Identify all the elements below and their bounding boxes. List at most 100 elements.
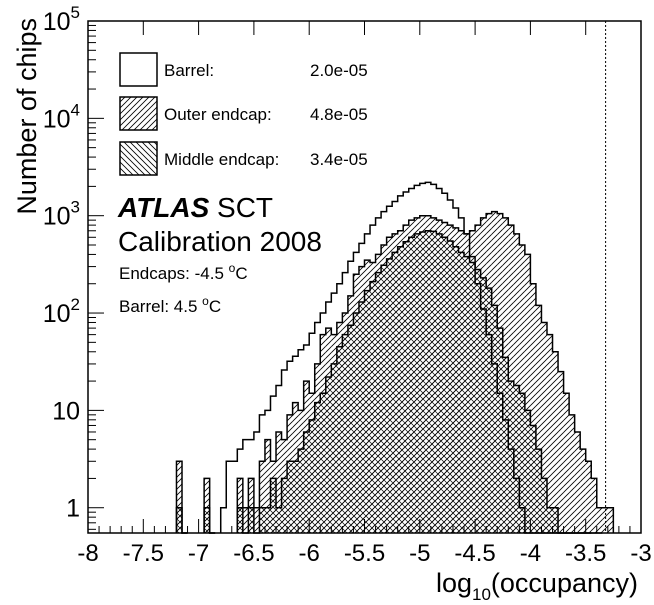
bin-middle-endcap bbox=[270, 478, 277, 533]
bin-middle-endcap bbox=[237, 507, 243, 533]
legend-value-barrel: 2.0e-05 bbox=[310, 61, 368, 80]
x-tick-label: -3 bbox=[630, 540, 651, 567]
bin-outer-endcap bbox=[276, 431, 282, 533]
bin-middle-endcap bbox=[530, 425, 536, 533]
histogram-layer bbox=[175, 181, 615, 534]
legend-value-middle-endcap: 3.4e-05 bbox=[310, 150, 368, 169]
bin-middle-endcap bbox=[370, 281, 376, 533]
series-middle-endcap bbox=[175, 230, 603, 534]
bin-middle-endcap bbox=[419, 231, 426, 533]
bin-outer-endcap bbox=[524, 254, 531, 534]
bin-outer-endcap bbox=[530, 283, 536, 533]
bin-outer-endcap bbox=[519, 244, 525, 534]
bin-middle-endcap bbox=[403, 241, 409, 533]
x-axis-title-rest: (occupancy) bbox=[491, 568, 638, 598]
bin-middle-endcap bbox=[392, 252, 398, 534]
endcaps-temperature: Endcaps: -4.5 oC bbox=[119, 261, 248, 283]
axis-layer: -8 -7.5 -7 -6.5 -6 -5.5 -5 -4.5 -4 -3.5 -3 1 10 102 10… bbox=[43, 3, 652, 567]
bin-middle-endcap bbox=[353, 313, 359, 533]
legend-label-middle-endcap: Middle endcap: bbox=[164, 150, 279, 169]
bin-outer-endcap bbox=[259, 461, 265, 533]
bin-outer-endcap bbox=[574, 431, 581, 533]
bin-middle-endcap bbox=[309, 419, 315, 533]
bin-middle-endcap bbox=[436, 233, 442, 533]
bin-middle-endcap bbox=[513, 385, 520, 533]
atlas-sct-label: ATLAS SCT bbox=[117, 192, 273, 223]
y-tick-label: 102 bbox=[43, 295, 80, 328]
bin-outer-endcap bbox=[585, 461, 592, 533]
bin-outer-endcap bbox=[237, 478, 243, 533]
bin-middle-endcap bbox=[480, 277, 487, 533]
bin-middle-endcap bbox=[475, 269, 481, 533]
bin-middle-endcap bbox=[508, 381, 514, 533]
bin-outer-endcap bbox=[242, 507, 249, 533]
bin-outer-endcap bbox=[253, 507, 260, 533]
legend-swatch-outer-endcap bbox=[119, 96, 158, 131]
x-tick-label: -4 bbox=[520, 540, 541, 567]
bin-middle-endcap bbox=[204, 507, 210, 533]
bin-middle-endcap bbox=[320, 393, 326, 533]
bin-outer-endcap bbox=[508, 225, 514, 533]
bin-middle-endcap bbox=[276, 507, 282, 533]
bin-outer-endcap bbox=[558, 371, 564, 533]
bin-outer-endcap bbox=[607, 507, 614, 533]
x-tick-label: -5.5 bbox=[344, 540, 385, 567]
bin-middle-endcap bbox=[430, 231, 437, 533]
bin-barrel bbox=[221, 508, 227, 533]
bin-middle-endcap bbox=[281, 478, 288, 533]
legend: Barrel: 2.0e-05 Outer endcap: 4.8e-05 Mi… bbox=[119, 52, 368, 176]
legend-label-barrel: Barrel: bbox=[164, 61, 214, 80]
x-tick-label: -3.5 bbox=[565, 540, 606, 567]
x-tick-label: -6.5 bbox=[233, 540, 274, 567]
bin-middle-endcap bbox=[524, 410, 531, 533]
x-tick-label: -7.5 bbox=[123, 540, 164, 567]
y-tick-label: 10 bbox=[52, 397, 80, 425]
bin-middle-endcap bbox=[314, 402, 321, 533]
y-axis-title: Number of chips bbox=[12, 18, 42, 215]
x-tick-label: -4.5 bbox=[454, 540, 495, 567]
bin-outer-endcap bbox=[591, 478, 597, 533]
bin-middle-endcap bbox=[447, 240, 453, 533]
legend-swatch-barrel bbox=[119, 52, 158, 87]
bin-middle-endcap bbox=[546, 507, 553, 533]
bin-middle-endcap bbox=[381, 265, 387, 533]
bin-middle-endcap bbox=[347, 325, 354, 533]
bin-middle-endcap bbox=[176, 507, 183, 533]
bin-middle-endcap bbox=[358, 301, 365, 533]
bin-middle-endcap bbox=[259, 507, 265, 533]
bin-outer-endcap bbox=[569, 414, 575, 533]
bin-outer-endcap bbox=[264, 439, 271, 533]
bin-middle-endcap bbox=[264, 507, 271, 533]
bin-middle-endcap bbox=[452, 246, 459, 533]
legend-label-outer-endcap: Outer endcap: bbox=[164, 105, 272, 124]
bin-middle-endcap bbox=[519, 393, 525, 533]
atlas-label: ATLAS bbox=[117, 192, 210, 223]
bin-middle-endcap bbox=[441, 237, 448, 533]
bin-middle-endcap bbox=[502, 357, 509, 533]
bin-outer-endcap bbox=[204, 478, 210, 533]
annotation-block: ATLAS SCT Calibration 2008 Endcaps: -4.5… bbox=[117, 192, 322, 316]
bin-middle-endcap bbox=[331, 363, 337, 533]
bin-middle-endcap bbox=[535, 449, 542, 533]
x-tick-label: -7 bbox=[188, 540, 209, 567]
bin-barrel bbox=[232, 461, 238, 533]
x-tick-label: -6 bbox=[299, 540, 320, 567]
bin-middle-endcap bbox=[342, 334, 348, 533]
bin-outer-endcap bbox=[552, 351, 559, 533]
bin-middle-endcap bbox=[414, 233, 420, 533]
y-tick-label: 1 bbox=[66, 495, 80, 523]
legend-value-outer-endcap: 4.8e-05 bbox=[310, 105, 368, 124]
bin-middle-endcap bbox=[386, 258, 393, 533]
bin-barrel bbox=[226, 461, 232, 533]
bin-outer-endcap bbox=[596, 507, 603, 533]
bin-middle-endcap bbox=[336, 346, 343, 533]
bin-outer-endcap bbox=[513, 233, 520, 533]
bin-middle-endcap bbox=[375, 272, 382, 533]
bin-middle-endcap bbox=[298, 449, 304, 533]
bin-middle-endcap bbox=[486, 288, 492, 533]
sct-label: SCT bbox=[217, 192, 273, 223]
bin-middle-endcap bbox=[292, 461, 299, 533]
bin-outer-endcap bbox=[602, 507, 608, 533]
y-tick-label: 105 bbox=[43, 3, 80, 36]
